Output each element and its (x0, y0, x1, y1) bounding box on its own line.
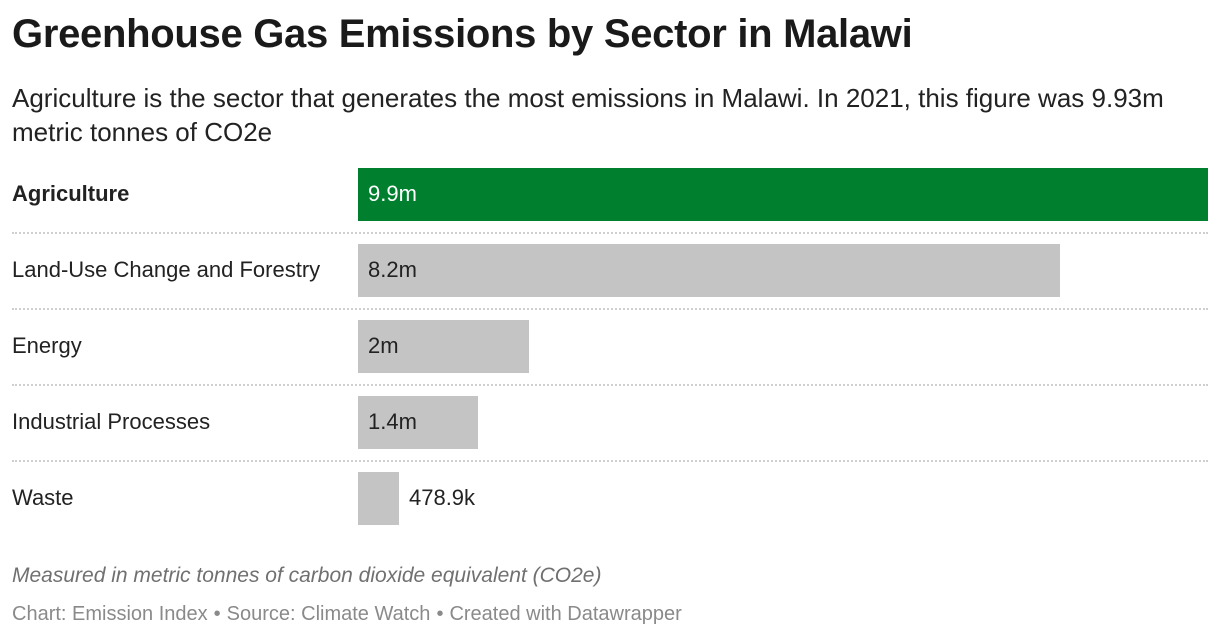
row-divider (12, 460, 1208, 462)
value-label: 1.4m (368, 409, 417, 434)
byline-source: Source: Climate Watch (226, 603, 431, 625)
category-label: Land-Use Change and Forestry (12, 257, 321, 282)
category-label: Waste (12, 485, 74, 510)
category-label: Energy (12, 333, 82, 358)
bar (358, 168, 1208, 221)
chart-subtitle: Agriculture is the sector that generates… (12, 83, 1164, 147)
category-label: Industrial Processes (12, 409, 211, 434)
category-label: Agriculture (12, 181, 130, 206)
chart-byline: Chart: Emission Index • Source: Climate Wa… (12, 603, 682, 626)
row-divider (12, 232, 1208, 234)
value-label: 9.9m (368, 181, 417, 206)
byline-separator: • (213, 603, 221, 625)
bar (358, 396, 478, 449)
chart-title: Greenhouse Gas Emissions by Sector in Ma… (12, 12, 913, 56)
bar (358, 244, 1060, 297)
byline-created-with: Created with Datawrapper (449, 603, 682, 625)
byline-chart-credit: Chart: Emission Index (12, 603, 208, 625)
value-label: 8.2m (368, 257, 417, 282)
bar (358, 472, 399, 525)
value-label: 478.9k (408, 485, 476, 510)
byline-separator: • (436, 603, 444, 625)
bar (358, 320, 530, 373)
value-label: 2m (368, 333, 399, 358)
row-divider (12, 308, 1208, 310)
chart-notes: Measured in metric tonnes of carbon diox… (12, 564, 602, 587)
row-divider (12, 384, 1208, 386)
